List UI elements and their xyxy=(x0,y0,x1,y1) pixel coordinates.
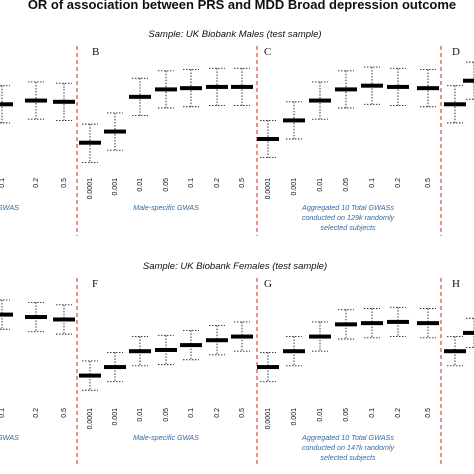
threshold-tick-label: 0.2 xyxy=(395,408,402,418)
point-estimate xyxy=(180,86,202,91)
threshold-tick-label: 0.1 xyxy=(369,408,376,418)
males-sample-label: Sample: UK Biobank Males (test sample) xyxy=(148,29,321,40)
figure-title: OR of association between PRS and MDD Br… xyxy=(28,0,456,12)
point-estimate xyxy=(155,347,177,352)
point-estimate xyxy=(180,343,202,348)
threshold-tick-label: 0.05 xyxy=(163,408,170,422)
point-estimate xyxy=(25,315,47,320)
point-estimate xyxy=(361,83,383,88)
threshold-tick-label: 0.001 xyxy=(112,408,119,426)
point-estimate xyxy=(257,137,279,141)
point-estimate xyxy=(257,365,279,370)
group-label: selected subjects xyxy=(320,223,376,232)
point-estimate xyxy=(104,365,126,370)
panel-letter: G xyxy=(264,278,272,290)
point-estimate xyxy=(444,102,466,107)
group-label: conducted on 147k randomly xyxy=(302,443,395,452)
panel-letter: B xyxy=(92,46,99,58)
threshold-tick-label: 0.001 xyxy=(291,408,298,426)
group-label: conducted on 129k randomly xyxy=(302,213,395,222)
threshold-tick-label: 0.0001 xyxy=(87,178,94,200)
point-estimate xyxy=(231,84,253,89)
panel-letter: H xyxy=(452,278,460,290)
threshold-tick-label: 0.2 xyxy=(33,408,40,418)
group-label: Aggregated 10 Total GWASs xyxy=(301,433,394,442)
point-estimate xyxy=(129,94,151,99)
point-estimate xyxy=(206,338,228,343)
point-estimate xyxy=(335,87,357,92)
point-estimate xyxy=(283,118,305,123)
point-estimate xyxy=(283,349,305,354)
point-estimate xyxy=(104,129,126,134)
threshold-tick-label: 0.5 xyxy=(239,178,246,188)
chart-marks: 0.1 0.2 0.5 GWAS B 0.0001 0.001 0.01 0.05 0.1 0.2 0… xyxy=(0,46,474,466)
threshold-tick-label: 0.1 xyxy=(0,408,6,418)
point-estimate xyxy=(206,84,228,89)
point-estimate xyxy=(417,86,439,91)
threshold-tick-label: 0.5 xyxy=(61,178,68,188)
threshold-tick-label: 0.0001 xyxy=(265,178,272,200)
point-estimate xyxy=(463,330,474,335)
threshold-tick-label: 0.5 xyxy=(239,408,246,418)
point-estimate xyxy=(444,349,466,354)
group-label: Male-specific GWAS xyxy=(133,433,199,442)
panel-letter: C xyxy=(264,46,271,58)
threshold-tick-label: 0.0001 xyxy=(265,408,272,430)
point-estimate xyxy=(0,312,13,317)
point-estimate xyxy=(155,87,177,92)
point-estimate xyxy=(387,84,409,89)
point-estimate xyxy=(79,140,101,145)
threshold-tick-label: 0.0001 xyxy=(87,408,94,430)
point-estimate xyxy=(53,99,75,104)
point-estimate xyxy=(231,334,253,339)
threshold-tick-label: 0.05 xyxy=(343,178,350,192)
threshold-tick-label: 0.05 xyxy=(343,408,350,422)
threshold-tick-label: 0.1 xyxy=(188,408,195,418)
point-estimate xyxy=(309,334,331,339)
group-label: Male-specific GWAS xyxy=(133,203,199,212)
group-label: selected subjects xyxy=(320,453,376,462)
threshold-tick-label: 0.01 xyxy=(317,408,324,422)
point-estimate xyxy=(53,317,75,322)
threshold-tick-label: 0.2 xyxy=(395,178,402,188)
threshold-tick-label: 0.2 xyxy=(214,178,221,188)
threshold-tick-label: 0.5 xyxy=(425,408,432,418)
point-estimate xyxy=(463,78,474,83)
point-estimate xyxy=(335,322,357,327)
threshold-tick-label: 0.2 xyxy=(214,408,221,418)
threshold-tick-label: 0.01 xyxy=(137,408,144,422)
threshold-tick-label: 0.1 xyxy=(188,178,195,188)
point-estimate xyxy=(79,373,101,378)
point-estimate xyxy=(387,319,409,324)
group-label: GWAS xyxy=(0,433,19,442)
point-estimate xyxy=(129,349,151,354)
females-sample-label: Sample: UK Biobank Females (test sample) xyxy=(143,261,327,272)
point-estimate xyxy=(309,98,331,103)
threshold-tick-label: 0.001 xyxy=(291,178,298,196)
point-estimate xyxy=(25,98,47,103)
panel-letter: F xyxy=(92,278,98,290)
threshold-tick-label: 0.1 xyxy=(0,178,6,188)
threshold-tick-label: 0.5 xyxy=(425,178,432,188)
threshold-tick-label: 0.05 xyxy=(163,178,170,192)
point-estimate xyxy=(361,321,383,326)
threshold-tick-label: 0.1 xyxy=(369,178,376,188)
panel-letter: D xyxy=(452,46,460,58)
group-label: GWAS xyxy=(0,203,19,212)
threshold-tick-label: 0.001 xyxy=(112,178,119,196)
threshold-tick-label: 0.2 xyxy=(33,178,40,188)
group-label: Aggregated 10 Total GWASs xyxy=(301,203,394,212)
point-estimate xyxy=(417,321,439,326)
threshold-tick-label: 0.01 xyxy=(137,178,144,192)
threshold-tick-label: 0.5 xyxy=(61,408,68,418)
point-estimate xyxy=(0,102,13,107)
threshold-tick-label: 0.01 xyxy=(317,178,324,192)
